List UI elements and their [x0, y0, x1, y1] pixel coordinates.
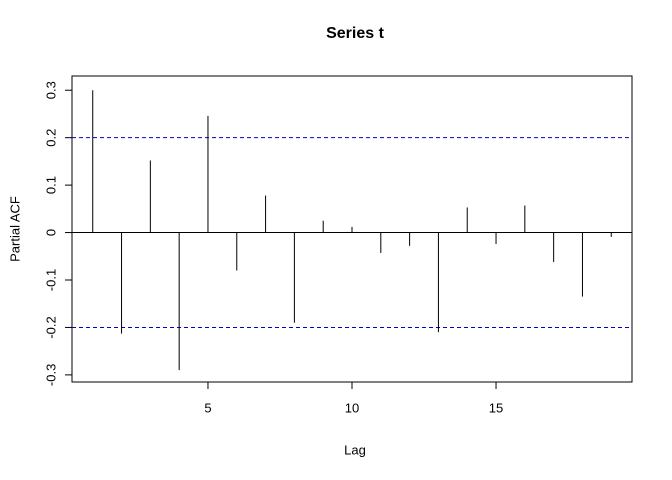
- x-tick-label: 5: [204, 400, 211, 415]
- y-tick-label: 0.1: [43, 176, 58, 194]
- y-tick-label: 0: [43, 229, 58, 236]
- y-tick-label: -0.3: [43, 364, 58, 386]
- y-tick-label: 0.2: [43, 129, 58, 147]
- x-tick-label: 15: [489, 400, 503, 415]
- chart-title: Series t: [326, 25, 384, 42]
- y-tick-label: -0.2: [43, 316, 58, 338]
- x-tick-label: 10: [345, 400, 359, 415]
- x-axis-label: Lag: [344, 442, 366, 457]
- y-tick-label: 0.3: [43, 81, 58, 99]
- y-axis-label: Partial ACF: [7, 196, 22, 262]
- y-tick-label: -0.1: [43, 269, 58, 291]
